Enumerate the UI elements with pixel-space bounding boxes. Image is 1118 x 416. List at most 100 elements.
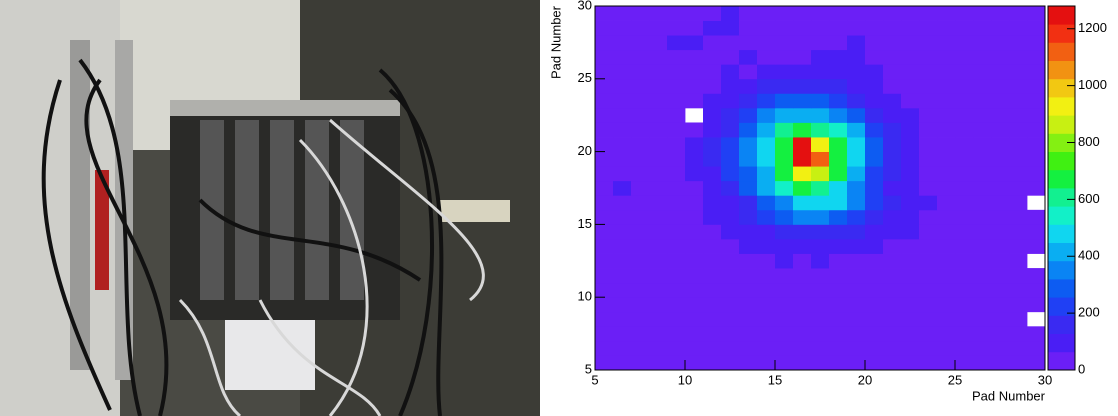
cell (685, 49, 704, 65)
cell (1027, 326, 1046, 342)
cell (865, 49, 884, 65)
cell (883, 268, 902, 284)
cell (667, 209, 686, 225)
cell (1027, 20, 1046, 36)
cell (613, 326, 632, 342)
cell (991, 253, 1010, 269)
cell (847, 195, 866, 211)
cell (955, 122, 974, 138)
cell (883, 6, 902, 21)
cell (919, 253, 938, 269)
cell (703, 35, 722, 51)
cell (883, 326, 902, 342)
cell (739, 93, 758, 109)
cell (775, 297, 794, 313)
colorbar-band (1048, 279, 1075, 298)
cell (955, 35, 974, 51)
cell (793, 122, 812, 138)
cell (1009, 6, 1028, 21)
colorbar-band (1048, 6, 1075, 25)
cell (685, 209, 704, 225)
cell (793, 78, 812, 94)
cell (721, 107, 740, 123)
cell (937, 122, 956, 138)
cell (811, 268, 830, 284)
cell (901, 64, 920, 80)
cell (829, 93, 848, 109)
cell (973, 78, 992, 94)
cell (721, 6, 740, 21)
cell (955, 64, 974, 80)
cell (973, 311, 992, 327)
cell (649, 340, 668, 356)
cell (901, 6, 920, 21)
cell (685, 122, 704, 138)
crate-top (170, 100, 400, 116)
x-tick-label: 30 (1038, 372, 1052, 387)
cell (829, 151, 848, 167)
colorbar-tick-label: 0 (1078, 361, 1085, 376)
cell (991, 78, 1010, 94)
y-tick-label: 30 (578, 0, 592, 12)
cell (613, 35, 632, 51)
cell (811, 6, 830, 21)
cell (667, 49, 686, 65)
cell (901, 49, 920, 65)
cell (595, 311, 614, 327)
cell (901, 93, 920, 109)
cell (919, 282, 938, 298)
colorbar-band (1048, 297, 1075, 316)
cell (703, 93, 722, 109)
cell (613, 253, 632, 269)
cell (973, 253, 992, 269)
cell (685, 195, 704, 211)
cell (685, 35, 704, 51)
cell (937, 6, 956, 21)
cell (739, 282, 758, 298)
cell (793, 297, 812, 313)
cell (685, 340, 704, 356)
cell (901, 253, 920, 269)
cell (883, 122, 902, 138)
cell (829, 224, 848, 240)
cell (649, 355, 668, 371)
cell (847, 6, 866, 21)
cell (1027, 137, 1046, 152)
cell (847, 282, 866, 298)
cell (847, 209, 866, 225)
cell (613, 93, 632, 109)
cell (901, 78, 920, 94)
colorbar-band (1048, 188, 1075, 207)
cell (649, 20, 668, 36)
cell (703, 224, 722, 240)
cell (631, 78, 650, 94)
cell (883, 224, 902, 240)
x-tick-label: 20 (858, 372, 872, 387)
cell (649, 122, 668, 138)
cell (847, 107, 866, 123)
cell (775, 282, 794, 298)
cell (721, 224, 740, 240)
cell (685, 355, 704, 371)
cell (703, 355, 722, 371)
cell (811, 297, 830, 313)
cell (955, 166, 974, 182)
cell (1009, 326, 1028, 342)
cell (793, 195, 812, 211)
cell (757, 297, 776, 313)
cell (739, 326, 758, 342)
cell (829, 64, 848, 80)
cell (937, 93, 956, 109)
cell (739, 78, 758, 94)
cell (865, 107, 884, 123)
cell (919, 137, 938, 152)
x-tick-label: 5 (591, 372, 598, 387)
cell (685, 297, 704, 313)
cell (973, 6, 992, 21)
cell (685, 93, 704, 109)
cell (865, 355, 884, 371)
cell (865, 209, 884, 225)
cell (865, 166, 884, 182)
cell (919, 268, 938, 284)
cell (649, 195, 668, 211)
